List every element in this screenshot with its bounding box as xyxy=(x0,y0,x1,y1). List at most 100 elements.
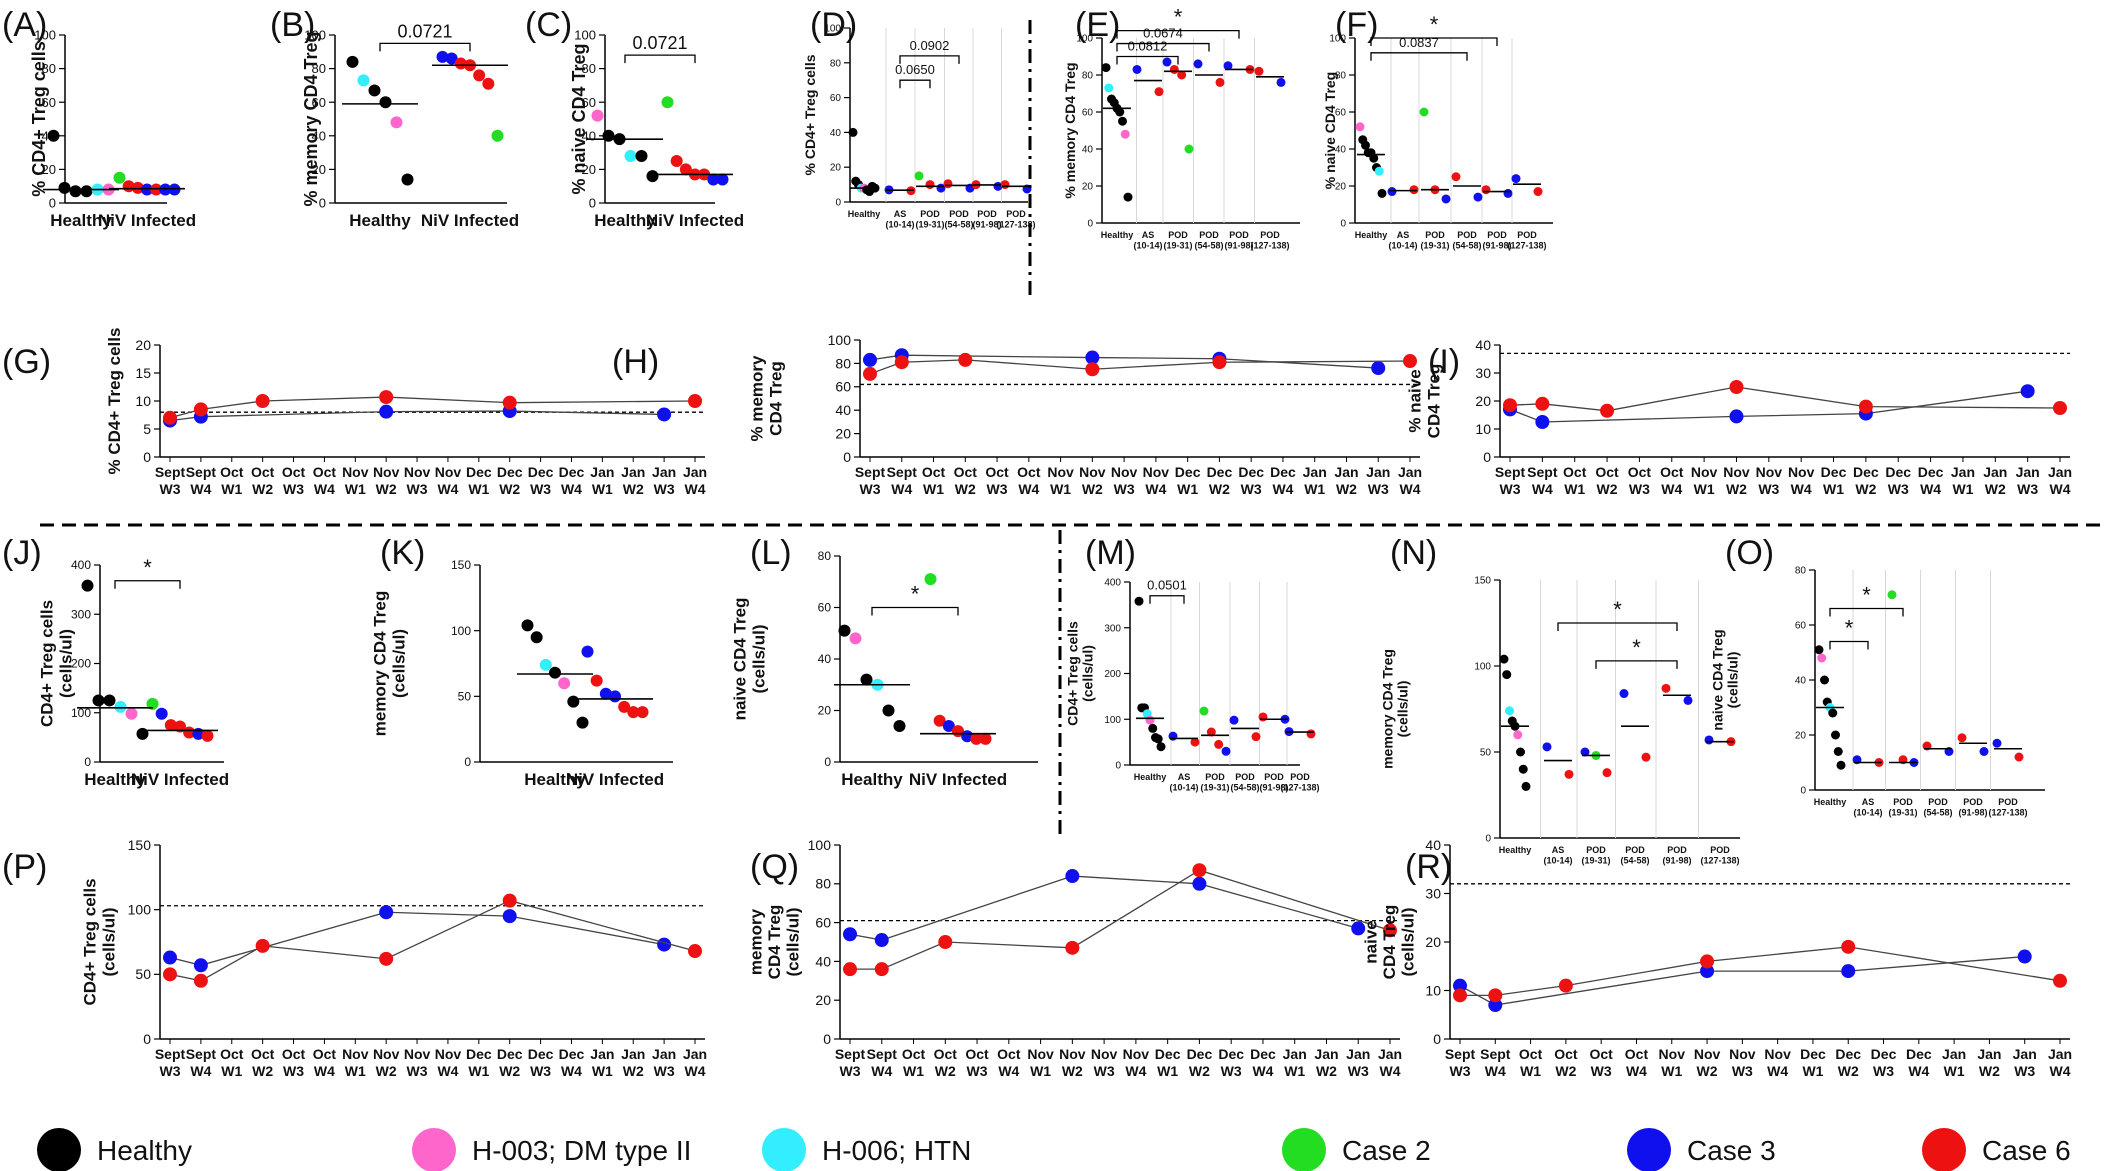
panel-q-series-case-6-point xyxy=(1065,940,1080,955)
panel-j-category-0-line-0: Healthy xyxy=(84,770,146,789)
panel-n-annotation-1: * xyxy=(1613,597,1622,622)
panel-j-category-1-line-0: NiV Infected xyxy=(131,770,229,789)
panel-o-category-3: POD (54-58) xyxy=(1923,797,1952,817)
panel-g-y-tick-label-2: 10 xyxy=(135,393,151,409)
panel-c-annotation-0: 0.0721 xyxy=(632,33,687,53)
panel-b-y-tick-label-2: 40 xyxy=(312,128,326,143)
panel-d-y-tick-label-5: 100 xyxy=(824,24,841,35)
panel-p-x-tick-month-17: Jan xyxy=(683,1046,707,1062)
panel-h-x-tick-label-17: Jan W4 xyxy=(1398,464,1422,497)
panel-i-x-tick-label-3: Oct W2 xyxy=(1595,464,1619,497)
panel-b-category-0-line-0: Healthy xyxy=(349,211,411,230)
panel-e-category-1-line-0: AS xyxy=(1142,230,1155,240)
panel-q-x-tick-week-2: W1 xyxy=(903,1063,924,1079)
panel-o-category-2-line-1: (19-31) xyxy=(1888,807,1917,817)
panel-k-point xyxy=(558,677,571,690)
panel-m-point xyxy=(1251,732,1261,742)
panel-p-x-tick-week-0: W3 xyxy=(160,1063,181,1079)
panel-e-y-tick-label-2: 40 xyxy=(1082,145,1094,156)
panel-c-point xyxy=(670,155,683,167)
panel-o-point xyxy=(1828,708,1838,718)
panel-a-label: (A) xyxy=(2,6,47,44)
panel-n-y-label: memory CD4 Treg(cells/ul) xyxy=(1379,649,1410,769)
panel-q-x-tick-week-17: W4 xyxy=(1380,1063,1401,1079)
panel-g-x-tick-month-12: Dec xyxy=(528,464,554,480)
panel-p-x-tick-label-13: Dec W4 xyxy=(559,1046,585,1079)
panel-q-x-tick-week-6: W1 xyxy=(1030,1063,1051,1079)
panel-o-point xyxy=(1831,730,1840,740)
panel-m-y-label-line-1: (cells/ul) xyxy=(1080,645,1096,702)
panel-r-x-tick-label-16: Jan W3 xyxy=(2013,1046,2037,1079)
panel-i-x-tick-month-1: Sept xyxy=(1527,464,1558,480)
panel-h-x-tick-week-11: W2 xyxy=(1209,481,1230,497)
panel-q-x-tick-week-12: W3 xyxy=(1221,1063,1242,1079)
panel-p-x-tick-label-12: Dec W3 xyxy=(528,1046,554,1079)
panel-f-y-tick-label-5: 100 xyxy=(1329,34,1346,45)
panel-r-series-case-6-point xyxy=(1453,988,1467,1003)
panel-j-point xyxy=(92,694,105,707)
panel-h-x-tick-month-2: Oct xyxy=(922,464,946,480)
panel-l-y-label-line-0: naive CD4 Treg xyxy=(731,598,750,721)
panel-b-point xyxy=(445,52,458,65)
panel-h-x-tick-label-9: Nov W4 xyxy=(1143,464,1170,497)
panel-p-y-label: CD4+ Treg cells(cells/ul) xyxy=(81,878,119,1005)
panel-p-series-case-6-point xyxy=(379,951,394,966)
panel-p-series-case-3-point xyxy=(502,909,517,924)
panel-f-y-tick-label-1: 20 xyxy=(1335,182,1347,193)
panel-e-point xyxy=(1101,63,1111,73)
panel-q-series-case-6-point xyxy=(938,935,953,949)
panel-o-point xyxy=(1836,760,1846,770)
panel-o-category-5-line-1: (127-138) xyxy=(1988,807,2027,817)
panel-r-x-tick-label-11: Dec W2 xyxy=(1835,1046,1861,1079)
panel-c-point xyxy=(661,96,674,109)
panel-q-y-label: memoryCD4 Treg(cells/ul) xyxy=(746,905,802,980)
panel-g-x-tick-month-14: Jan xyxy=(590,464,614,480)
panel-d-category-3-line-1: (54-58) xyxy=(944,219,973,229)
panel-g-y-tick-label-1: 5 xyxy=(143,421,151,437)
panel-r-y-tick-label-2: 20 xyxy=(1425,934,1441,950)
panel-q-x-tick-label-6: Nov W1 xyxy=(1027,1046,1054,1079)
panel-p-x-tick-month-3: Oct xyxy=(251,1046,275,1062)
panel-g-x-tick-label-10: Dec W1 xyxy=(466,464,492,497)
panel-i-x-tick-label-15: Jan W2 xyxy=(1983,464,2007,497)
panel-h-series-case-6-point xyxy=(1212,355,1227,370)
panel-f-category-3: POD (54-58) xyxy=(1452,230,1481,250)
panel-b-category-1: NiV Infected xyxy=(421,211,519,230)
panel-n-point xyxy=(1661,683,1671,693)
panel-h-series-case-6-point xyxy=(894,355,909,370)
panel-q-y-tick-label-0: 0 xyxy=(823,1031,831,1047)
panel-h-x-tick-month-13: Dec xyxy=(1270,464,1296,480)
panel-h-series-case-6-point xyxy=(958,352,973,367)
panel-l-y-tick-label-2: 40 xyxy=(818,652,832,666)
panel-p-x-tick-week-9: W4 xyxy=(437,1063,458,1079)
panel-e-category-3: POD (54-58) xyxy=(1194,230,1223,250)
panel-d-point xyxy=(993,181,1003,191)
panel-d-category-3: POD (54-58) xyxy=(944,209,973,229)
panel-g-series-case-6-point xyxy=(502,395,517,410)
panel-o-y-tick-label-1: 20 xyxy=(1795,731,1807,742)
panel-f-category-4-line-0: POD xyxy=(1487,230,1507,240)
panel-r-label: (R) xyxy=(1405,848,1452,886)
panel-p-x-tick-label-8: Nov W3 xyxy=(404,1046,431,1079)
panel-c-point xyxy=(624,149,637,162)
panel-r-x-tick-month-16: Jan xyxy=(2013,1046,2037,1062)
panel-h-x-tick-week-1: W4 xyxy=(891,481,912,497)
panel-h-series-case-6-point xyxy=(1403,354,1417,369)
panel-n-label: (N) xyxy=(1390,534,1437,572)
legend-marker-1 xyxy=(412,1128,456,1171)
panel-r-x-tick-label-10: Dec W1 xyxy=(1800,1046,1826,1079)
panel-e-point xyxy=(1184,144,1194,154)
panel-p-x-tick-week-14: W1 xyxy=(592,1063,613,1079)
panel-o-category-5: POD (127-138) xyxy=(1988,797,2027,817)
panel-n-point xyxy=(1516,747,1525,757)
panel-q-x-tick-month-6: Nov xyxy=(1027,1046,1054,1062)
panel-i-x-tick-month-15: Jan xyxy=(1983,464,2007,480)
panel-r-x-tick-label-15: Jan W2 xyxy=(1977,1046,2001,1079)
panel-e-category-0-line-0: Healthy xyxy=(1101,230,1134,240)
panel-f-point xyxy=(1481,185,1491,195)
panel-h-x-tick-month-1: Sept xyxy=(887,464,918,480)
panel-n-category-1-line-1: (10-14) xyxy=(1543,855,1572,865)
panel-g-series-case-6-point xyxy=(163,410,177,425)
